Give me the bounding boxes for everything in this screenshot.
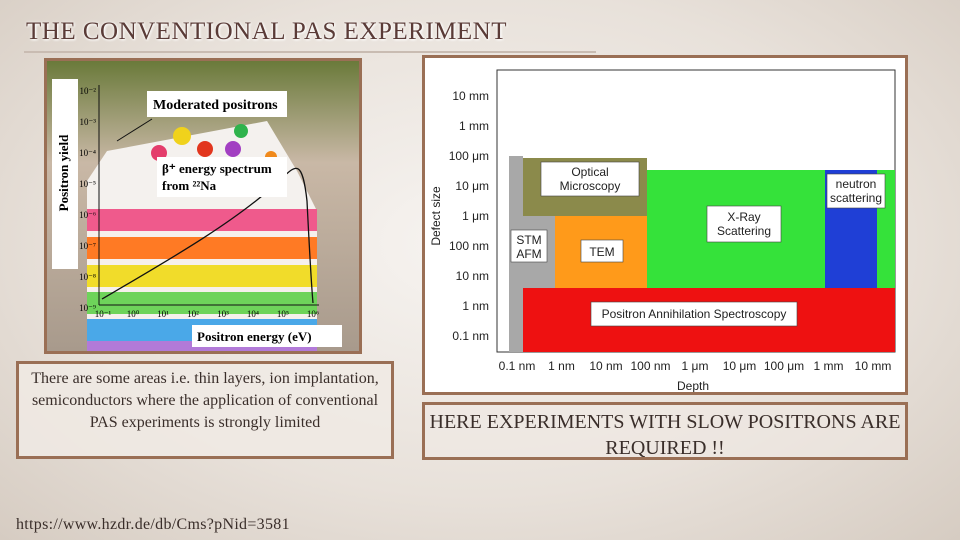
energy-tick: 10³ xyxy=(217,309,229,319)
pas-label: Positron Annihilation Spectroscopy xyxy=(602,307,787,321)
neutron-label-1: neutron xyxy=(836,177,877,191)
yield-tick: 10⁻⁷ xyxy=(79,241,96,251)
caption-box: There are some areas i.e. thin layers, i… xyxy=(16,361,394,459)
depth-tick: 10 nm xyxy=(589,359,622,373)
defect-size-tick: 100 nm xyxy=(449,239,489,253)
beta-spectrum-curve xyxy=(101,167,314,304)
moderated-positrons-label: Moderated positrons xyxy=(153,98,278,113)
defect-size-tick: 10 mm xyxy=(452,89,489,103)
depth-tick: 1 nm xyxy=(548,359,575,373)
defect-size-tick: 1 nm xyxy=(462,299,489,313)
left-xticks: 10⁻¹ 10⁰ 10¹ 10² 10³ 10⁴ 10⁵ 10⁶ xyxy=(95,309,319,319)
right-yticks: 10 mm 1 mm 100 μm 10 μm 1 μm 100 nm 10 nm 1 nm 0… xyxy=(449,89,489,343)
yield-tick: 10⁻⁹ xyxy=(79,303,96,313)
yield-tick: 10⁻⁸ xyxy=(79,272,96,282)
defect-size-ylabel: Defect size xyxy=(429,186,443,246)
xray-label-1: X-Ray xyxy=(727,210,760,224)
defect-size-svg: Optical Microscopy neutron scattering X-… xyxy=(425,58,905,393)
title-divider xyxy=(24,51,596,53)
slide-title: THE CONVENTIONAL PAS EXPERIMENT xyxy=(26,18,508,45)
yield-tick: 10⁻³ xyxy=(80,117,97,127)
depth-tick: 10 mm xyxy=(855,359,892,373)
caption-text: There are some areas i.e. thin layers, i… xyxy=(31,370,379,431)
slow-positrons-note: HERE EXPERIMENTS WITH SLOW POSITRONS ARE… xyxy=(422,402,908,460)
positron-yield-svg: Positron yield 10⁻²10⁻³10⁻⁴10⁻⁵10⁻⁶10⁻⁷1… xyxy=(47,61,359,351)
energy-tick: 10⁰ xyxy=(127,309,140,319)
defect-size-tick: 1 μm xyxy=(462,209,489,223)
defect-size-tick: 0.1 nm xyxy=(452,329,489,343)
tem-label: TEM xyxy=(589,245,614,259)
positron-yield-figure: Positron yield 10⁻² 10⁻³ 10⁻⁴ 10⁻⁵ 10⁻⁶ 10⁻⁷ 1… xyxy=(44,58,362,354)
yield-tick: 10⁻² xyxy=(80,86,97,96)
source-link[interactable]: https://www.hzdr.de/db/Cms?pNid=3581 xyxy=(16,516,290,533)
left-yticks: 10⁻² 10⁻³ 10⁻⁴ 10⁻⁵ 10⁻⁶ 10⁻⁷ 10⁻⁸ 10⁻⁹ xyxy=(79,86,96,313)
defect-size-tick: 1 mm xyxy=(459,119,489,133)
depth-tick: 100 μm xyxy=(764,359,804,373)
depth-tick: 0.1 nm xyxy=(499,359,536,373)
energy-tick: 10⁻¹ xyxy=(95,309,112,319)
depth-tick: 100 nm xyxy=(630,359,670,373)
yield-tick: 10⁻⁵ xyxy=(79,179,96,189)
defect-size-figure: Optical Microscopy neutron scattering X-… xyxy=(422,55,908,395)
defect-size-tick: 10 μm xyxy=(455,179,489,193)
depth-tick: 1 μm xyxy=(682,359,709,373)
positron-energy-xlabel: Positron energy (eV) xyxy=(197,329,312,344)
positron-yield-ylabel: Positron yield xyxy=(56,134,71,211)
beta-spectrum-label-1: β⁺ energy spectrum xyxy=(162,161,272,176)
energy-tick: 10⁴ xyxy=(247,309,259,319)
stm-label-2: AFM xyxy=(516,247,541,261)
neutron-label-2: scattering xyxy=(830,191,882,205)
optical-label-1: Optical xyxy=(571,165,608,179)
energy-tick: 10⁵ xyxy=(277,309,289,319)
right-xticks: 0.1 nm 1 nm 10 nm 100 nm 1 μm 10 μm 100 μm 1 mm… xyxy=(499,359,892,373)
moderated-arrow xyxy=(116,118,153,142)
optical-label-2: Microscopy xyxy=(560,179,621,193)
note-text: HERE EXPERIMENTS WITH SLOW POSITRONS ARE… xyxy=(429,411,901,459)
depth-xlabel: Depth xyxy=(677,379,709,392)
defect-size-tick: 100 μm xyxy=(449,149,489,163)
xray-label-2: Scattering xyxy=(717,224,771,238)
yield-tick: 10⁻⁴ xyxy=(79,148,96,158)
depth-tick: 1 mm xyxy=(814,359,844,373)
energy-tick: 10² xyxy=(187,309,199,319)
energy-tick: 10¹ xyxy=(157,309,169,319)
energy-tick: 10⁶ xyxy=(307,309,319,319)
beta-spectrum-label-2: from ²²Na xyxy=(162,178,217,193)
depth-tick: 10 μm xyxy=(723,359,757,373)
yield-tick: 10⁻⁶ xyxy=(79,210,96,220)
defect-size-tick: 10 nm xyxy=(456,269,489,283)
stm-label-1: STM xyxy=(516,233,541,247)
